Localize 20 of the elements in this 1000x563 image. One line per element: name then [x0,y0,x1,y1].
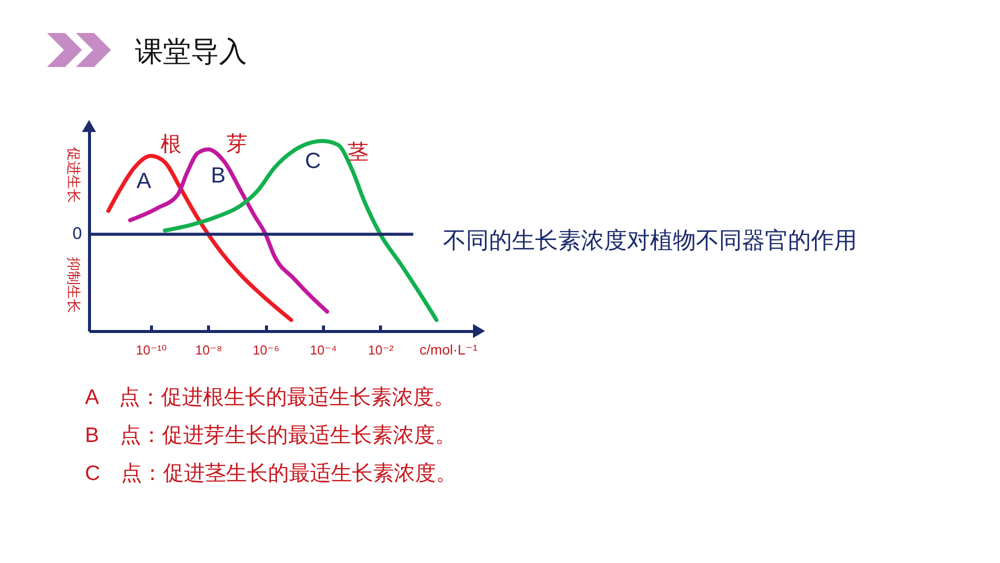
x-tick-label: 10⁻⁴ [310,342,337,358]
chart-title: 课堂导入 [135,36,247,67]
annotation: 不同的生长素浓度对植物不同器官的作用 [443,227,857,253]
annotation: A [136,168,152,193]
series-label: 根 [160,132,182,156]
x-axis-title: c/mol·L⁻¹ [420,342,478,358]
x-tick-label: 10⁻⁸ [195,342,222,358]
x-tick-label: 10⁻⁶ [252,342,280,358]
text: 抑制生长 [66,257,82,313]
annotation: C [304,148,321,173]
text: B 点：促进芽生长的最适生长素浓度。 [85,424,456,447]
annotation: B [210,162,226,188]
text: A 点：促进根生长的最适生长素浓度。 [85,386,455,409]
series-label: 芽 [226,132,248,156]
x-tick-label: 10⁻² [368,342,394,358]
text: C 点：促进茎生长的最适生长素浓度。 [85,462,458,485]
x-tick-label: 10⁻¹⁰ [136,342,167,358]
series-label: 茎 [347,141,368,164]
text: 促进生长 [66,147,82,203]
ref-line-label: 0 [72,224,82,244]
